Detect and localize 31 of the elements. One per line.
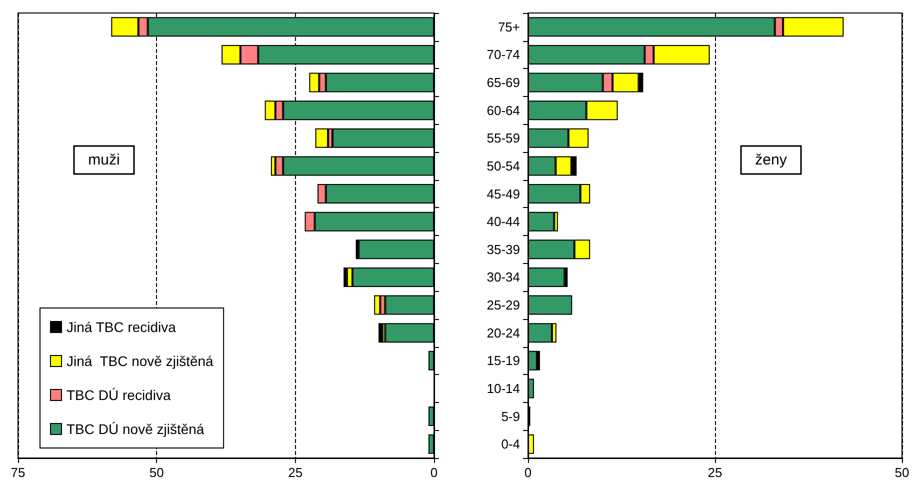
- bar: [315, 128, 328, 148]
- x-tick-label: 75: [10, 465, 26, 480]
- annotation: muži: [88, 152, 120, 168]
- y-tick-label: 75+: [498, 19, 520, 34]
- legend-label: Jiná TBC nově zjištěná: [66, 353, 214, 369]
- bar: [378, 323, 382, 343]
- y-tick-label: 65-69: [486, 75, 520, 90]
- y-tick-label: 45-49: [486, 186, 520, 202]
- y-tick-label: 30-34: [486, 270, 520, 285]
- x-tick-label: 25: [288, 465, 303, 480]
- y-tick-label: 70-74: [486, 47, 520, 62]
- legend-label: TBC DÚ recidiva: [66, 387, 171, 403]
- y-tick-label: 0-4: [501, 436, 520, 452]
- legend-label: Jiná TBC recidiva: [66, 319, 176, 335]
- y-tick-label: 15-19: [486, 353, 520, 368]
- x-tick-label: 25: [708, 465, 722, 480]
- y-tick-label: 5-9: [501, 408, 520, 424]
- y-tick-label: 35-39: [486, 242, 520, 257]
- x-tick-label: 0: [430, 465, 438, 480]
- y-tick-label: 60-64: [486, 102, 520, 118]
- x-tick-label: 0: [524, 465, 532, 480]
- y-tick-label: 10-14: [486, 380, 520, 396]
- y-tick-label: 25-29: [486, 298, 520, 313]
- legend-label: TBC DÚ nově zjištěná: [66, 421, 204, 437]
- annotation: ženy: [755, 152, 788, 168]
- y-tick-label: 55-59: [486, 130, 520, 146]
- x-tick-label: 50: [894, 465, 910, 480]
- y-tick-label: 50-54: [486, 158, 520, 174]
- y-tick-label: 20-24: [486, 325, 520, 340]
- y-tick-label: 40-44: [486, 214, 520, 230]
- x-tick-label: 50: [149, 465, 164, 480]
